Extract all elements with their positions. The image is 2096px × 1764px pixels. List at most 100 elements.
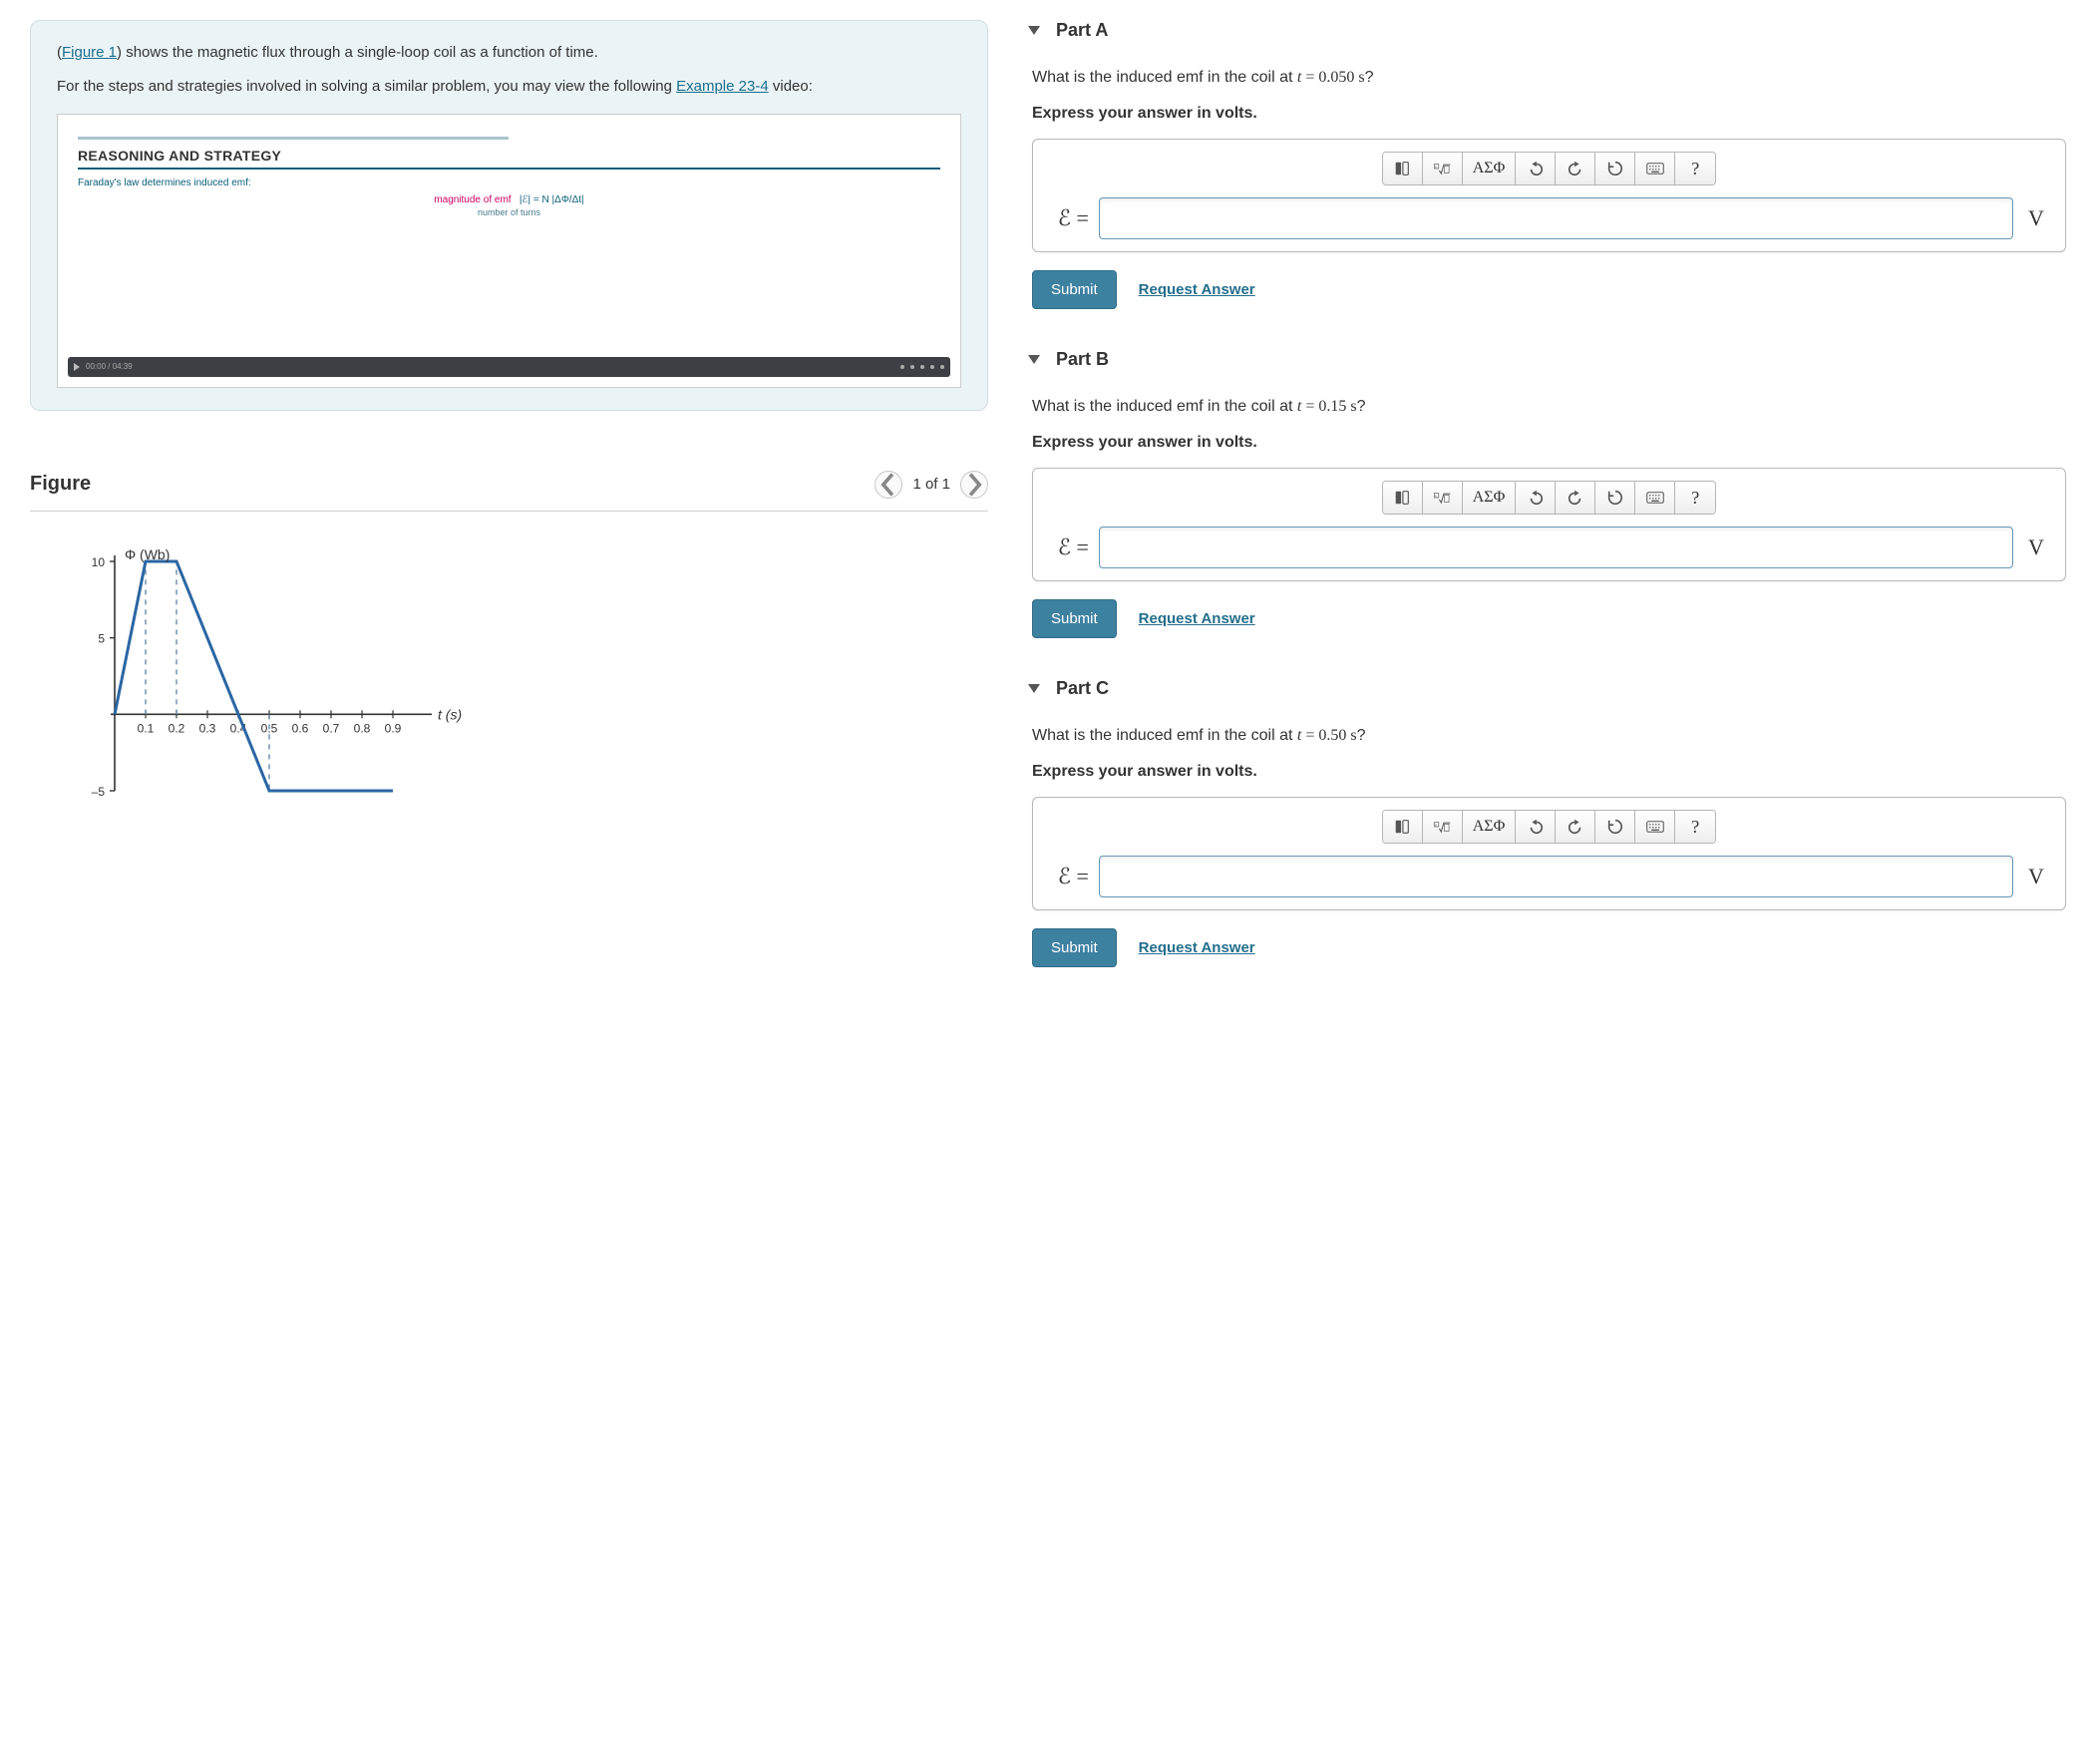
video-controls[interactable]: 00:00 / 04:39 xyxy=(68,357,950,377)
request-answer-link[interactable]: Request Answer xyxy=(1139,939,1255,956)
video-control-dot[interactable] xyxy=(910,365,914,369)
emf-label: ℰ = xyxy=(1049,864,1089,889)
chevron-left-icon xyxy=(875,472,901,498)
svg-text:10: 10 xyxy=(92,555,106,569)
redo-button[interactable] xyxy=(1556,153,1595,184)
answer-input[interactable] xyxy=(1099,197,2013,239)
question-text: What is the induced emf in the coil at t… xyxy=(1032,69,2066,87)
video-time: 00:00 / 04:39 xyxy=(86,362,133,371)
help-button[interactable]: ? xyxy=(1675,482,1715,514)
instruction-text: Express your answer in volts. xyxy=(1032,105,2066,123)
video-equation: magnitude of emf |ℰ| = N |ΔΦ/Δt| xyxy=(78,194,940,205)
collapse-toggle[interactable] xyxy=(1028,684,1040,693)
sqrt-button[interactable]: x xyxy=(1423,482,1463,514)
templates-button[interactable] xyxy=(1383,482,1423,514)
svg-text:0.3: 0.3 xyxy=(199,721,216,735)
equation-toolbar: x ΑΣΦ ? xyxy=(1049,152,2049,185)
unit-label: V xyxy=(2023,864,2049,889)
svg-text:x: x xyxy=(1435,823,1437,827)
undo-button[interactable] xyxy=(1516,482,1556,514)
unit-label: V xyxy=(2023,534,2049,560)
redo-button[interactable] xyxy=(1556,482,1595,514)
collapse-toggle[interactable] xyxy=(1028,355,1040,364)
part-title: Part B xyxy=(1056,349,1109,370)
reset-button[interactable] xyxy=(1595,811,1635,843)
info-paragraph-2: For the steps and strategies involved in… xyxy=(57,77,961,97)
svg-text:t (s): t (s) xyxy=(438,706,462,722)
video-control-dot[interactable] xyxy=(900,365,904,369)
answer-box: x ΑΣΦ ? ℰ = V xyxy=(1032,797,2066,910)
redo-button[interactable] xyxy=(1556,811,1595,843)
equation-toolbar: x ΑΣΦ ? xyxy=(1049,810,2049,844)
keyboard-button[interactable] xyxy=(1635,811,1675,843)
svg-text:5: 5 xyxy=(98,631,105,645)
emf-label: ℰ = xyxy=(1049,534,1089,560)
submit-button[interactable]: Submit xyxy=(1032,928,1117,967)
answer-box: x ΑΣΦ ? ℰ = V xyxy=(1032,468,2066,581)
unit-label: V xyxy=(2023,205,2049,231)
greek-button[interactable]: ΑΣΦ xyxy=(1463,153,1517,184)
figure-section: Figure 1 of 1 –55100.10.20.30.40.50.60.7… xyxy=(30,471,988,815)
help-button[interactable]: ? xyxy=(1675,811,1715,843)
chevron-right-icon xyxy=(961,472,987,498)
video-control-dot[interactable] xyxy=(930,365,934,369)
sqrt-button[interactable]: x xyxy=(1423,153,1463,184)
answer-input[interactable] xyxy=(1099,527,2013,568)
help-button[interactable]: ? xyxy=(1675,153,1715,184)
part-c: Part C What is the induced emf in the co… xyxy=(1028,678,2066,967)
figure-title: Figure xyxy=(30,473,91,496)
keyboard-button[interactable] xyxy=(1635,482,1675,514)
instruction-text: Express your answer in volts. xyxy=(1032,434,2066,452)
sqrt-button[interactable]: x xyxy=(1423,811,1463,843)
svg-text:0.6: 0.6 xyxy=(292,721,309,735)
instruction-text: Express your answer in volts. xyxy=(1032,763,2066,781)
emf-label: ℰ = xyxy=(1049,205,1089,231)
reset-button[interactable] xyxy=(1595,482,1635,514)
play-icon[interactable] xyxy=(74,363,80,371)
video-subtitle: Faraday's law determines induced emf: xyxy=(78,177,940,188)
problem-info-box: (Figure 1) shows the magnetic flux throu… xyxy=(30,20,988,411)
video-thumbnail[interactable]: REASONING AND STRATEGY Faraday's law det… xyxy=(57,114,961,388)
svg-text:Φ (Wb): Φ (Wb) xyxy=(125,546,170,562)
templates-button[interactable] xyxy=(1383,811,1423,843)
undo-button[interactable] xyxy=(1516,153,1556,184)
undo-button[interactable] xyxy=(1516,811,1556,843)
request-answer-link[interactable]: Request Answer xyxy=(1139,610,1255,627)
part-a: Part A What is the induced emf in the co… xyxy=(1028,20,2066,309)
answer-box: x ΑΣΦ ? ℰ = V xyxy=(1032,139,2066,252)
equation-toolbar: x ΑΣΦ ? xyxy=(1049,481,2049,515)
info-para2-post: video: xyxy=(769,78,813,95)
figure-next-button[interactable] xyxy=(960,471,988,499)
info-paragraph-1: (Figure 1) shows the magnetic flux throu… xyxy=(57,43,961,63)
figure-prev-button[interactable] xyxy=(874,471,902,499)
svg-text:x: x xyxy=(1435,494,1437,498)
greek-button[interactable]: ΑΣΦ xyxy=(1463,811,1517,843)
svg-text:0.8: 0.8 xyxy=(354,721,371,735)
collapse-toggle[interactable] xyxy=(1028,26,1040,35)
answer-input[interactable] xyxy=(1099,856,2013,897)
video-title: REASONING AND STRATEGY xyxy=(78,148,940,164)
part-b: Part B What is the induced emf in the co… xyxy=(1028,349,2066,638)
example-link[interactable]: Example 23-4 xyxy=(676,78,769,95)
flux-chart-svg: –55100.10.20.30.40.50.60.70.80.9Φ (Wb)t … xyxy=(60,541,479,801)
video-control-dot[interactable] xyxy=(940,365,944,369)
templates-button[interactable] xyxy=(1383,153,1423,184)
video-caption: number of turns xyxy=(78,207,940,217)
part-title: Part A xyxy=(1056,20,1108,41)
keyboard-button[interactable] xyxy=(1635,153,1675,184)
video-control-dot[interactable] xyxy=(920,365,924,369)
svg-text:0.7: 0.7 xyxy=(323,721,340,735)
figure-link[interactable]: Figure 1 xyxy=(62,44,117,61)
figure-chart: –55100.10.20.30.40.50.60.70.80.9Φ (Wb)t … xyxy=(30,512,988,815)
reset-button[interactable] xyxy=(1595,153,1635,184)
svg-text:0.2: 0.2 xyxy=(169,721,185,735)
svg-text:0.1: 0.1 xyxy=(138,721,155,735)
info-para2-pre: For the steps and strategies involved in… xyxy=(57,78,676,95)
figure-count: 1 of 1 xyxy=(912,476,950,493)
greek-button[interactable]: ΑΣΦ xyxy=(1463,482,1517,514)
info-text-after: ) shows the magnetic flux through a sing… xyxy=(117,44,598,61)
request-answer-link[interactable]: Request Answer xyxy=(1139,281,1255,298)
submit-button[interactable]: Submit xyxy=(1032,599,1117,638)
svg-text:0.9: 0.9 xyxy=(385,721,402,735)
submit-button[interactable]: Submit xyxy=(1032,270,1117,309)
